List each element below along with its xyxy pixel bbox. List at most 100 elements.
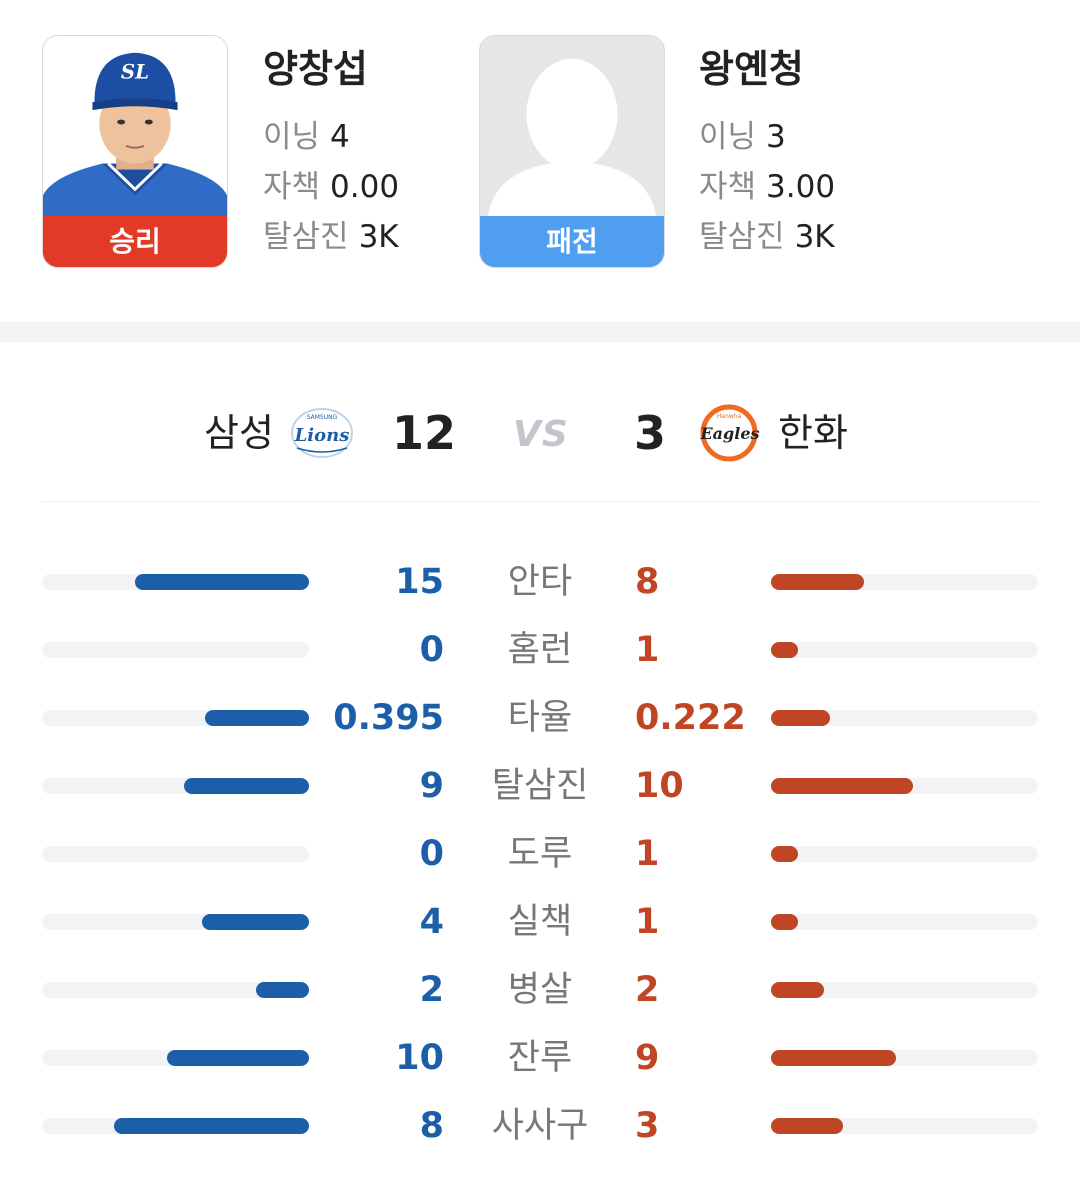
away-team-name[interactable]: 한화 (778, 411, 848, 455)
home-stat-bar (42, 982, 309, 998)
stat-label: 도루 (507, 834, 573, 874)
lions-logo-icon[interactable]: SAMSUNG Lions (289, 404, 355, 462)
away-stat-bar-fill (771, 710, 830, 726)
stat-row: 2 병살 2 (0, 956, 1080, 1024)
away-stat-bar-fill (771, 846, 798, 862)
eagles-logo-text: Eagles (699, 424, 759, 443)
losing-pitcher-era: 자책 3.00 (699, 162, 835, 212)
away-stat-bar (771, 710, 1038, 726)
lions-logo-text: Lions (294, 425, 350, 446)
home-stat-bar (42, 914, 309, 930)
away-stat-bar (771, 642, 1038, 658)
innings-label: 이닝 (263, 119, 321, 155)
stat-label: 탈삼진 (491, 766, 589, 806)
scoreboard: 삼성 SAMSUNG Lions 12 VS 3 Hanwha Eagles 한… (0, 380, 1080, 490)
home-stat-value: 4 (419, 902, 444, 942)
away-stat-bar-fill (771, 778, 913, 794)
stat-row: 0.395 타율 0.222 (0, 684, 1080, 752)
away-stat-bar-fill (771, 1050, 896, 1066)
losing-pitcher-info: 왕옌청 이닝 3 자책 3.00 탈삼진 3K (699, 40, 835, 262)
stat-row: 15 안타 8 (0, 548, 1080, 616)
away-stat-value: 9 (635, 1038, 660, 1078)
stat-row: 4 실책 1 (0, 888, 1080, 956)
away-stat-bar-fill (771, 982, 824, 998)
away-stat-bar (771, 574, 1038, 590)
away-stat-bar-fill (771, 642, 798, 658)
losing-pitcher-name[interactable]: 왕옌청 (699, 47, 804, 91)
winning-pitcher-card[interactable]: SL 승리 (42, 35, 228, 268)
era-label: 자책 (699, 169, 757, 205)
score-divider (42, 501, 1038, 502)
stat-label: 사사구 (491, 1106, 589, 1146)
stat-row: 0 도루 1 (0, 820, 1080, 888)
home-team-name[interactable]: 삼성 (204, 411, 274, 455)
strikeouts-label: 탈삼진 (699, 219, 785, 255)
winning-pitcher-innings: 이닝 4 (263, 112, 399, 162)
home-stat-bar (42, 1050, 309, 1066)
era-label: 자책 (263, 169, 321, 205)
home-stat-bar-fill (184, 778, 309, 794)
away-stat-value: 3 (635, 1106, 660, 1146)
stat-label: 잔루 (507, 1038, 573, 1078)
stat-label: 실책 (507, 902, 573, 942)
home-stat-value: 2 (419, 970, 444, 1010)
away-stat-bar (771, 914, 1038, 930)
stat-label: 홈런 (507, 630, 573, 670)
strikeouts-value: 3K (358, 219, 399, 255)
era-value: 0.00 (330, 169, 400, 205)
away-stat-value: 2 (635, 970, 660, 1010)
away-stat-bar-fill (771, 1118, 843, 1134)
innings-value: 3 (766, 119, 786, 155)
away-score: 3 (634, 406, 667, 460)
default-avatar-icon (480, 36, 664, 218)
home-stat-bar-fill (202, 914, 309, 930)
away-stat-value: 0.222 (635, 698, 746, 738)
home-stat-value: 9 (419, 766, 444, 806)
era-value: 3.00 (766, 169, 836, 205)
winning-pitcher-photo: SL (43, 36, 227, 218)
home-stat-bar (42, 710, 309, 726)
home-stat-value: 0.395 (333, 698, 444, 738)
home-stat-bar-fill (205, 710, 309, 726)
lions-logo-subtext: SAMSUNG (307, 414, 338, 421)
away-stat-bar (771, 982, 1038, 998)
losing-pitcher-strikeouts: 탈삼진 3K (699, 212, 835, 262)
home-stat-value: 0 (419, 630, 444, 670)
home-stat-bar (42, 642, 309, 658)
lose-tag: 패전 (480, 216, 664, 267)
innings-label: 이닝 (699, 119, 757, 155)
winning-pitcher-name[interactable]: 양창섭 (263, 47, 368, 91)
section-divider (0, 322, 1080, 342)
losing-pitcher-card[interactable]: 패전 (479, 35, 665, 268)
home-stat-bar (42, 1118, 309, 1134)
home-stat-bar (42, 574, 309, 590)
winning-pitcher-strikeouts: 탈삼진 3K (263, 212, 399, 262)
innings-value: 4 (330, 119, 350, 155)
home-stat-bar-fill (135, 574, 309, 590)
away-stat-bar (771, 778, 1038, 794)
eagles-logo-subtext: Hanwha (717, 413, 742, 420)
away-stat-bar (771, 1050, 1038, 1066)
losing-pitcher-innings: 이닝 3 (699, 112, 835, 162)
away-stat-value: 10 (635, 766, 684, 806)
vs-label: VS (513, 414, 569, 455)
away-stat-value: 1 (635, 834, 660, 874)
home-stat-bar (42, 846, 309, 862)
home-score: 12 (392, 406, 457, 460)
eagles-logo-icon[interactable]: Hanwha Eagles (696, 404, 762, 462)
away-stat-bar-fill (771, 574, 864, 590)
strikeouts-label: 탈삼진 (263, 219, 349, 255)
home-stat-value: 8 (419, 1106, 444, 1146)
away-stat-value: 1 (635, 902, 660, 942)
stat-label: 타율 (507, 698, 573, 738)
home-stat-bar (42, 778, 309, 794)
winning-pitcher-era: 자책 0.00 (263, 162, 399, 212)
winning-pitcher-info: 양창섭 이닝 4 자책 0.00 탈삼진 3K (263, 40, 399, 262)
strikeouts-value: 3K (794, 219, 835, 255)
stat-row: 9 탈삼진 10 (0, 752, 1080, 820)
away-stat-bar (771, 1118, 1038, 1134)
stat-label: 병살 (507, 970, 573, 1010)
pitcher-section: SL 승리 양창섭 이닝 4 자책 0.00 탈삼진 3K 패전 왕옌청 이닝 3 자책… (0, 0, 1080, 322)
win-tag: 승리 (43, 216, 227, 267)
away-stat-value: 1 (635, 630, 660, 670)
